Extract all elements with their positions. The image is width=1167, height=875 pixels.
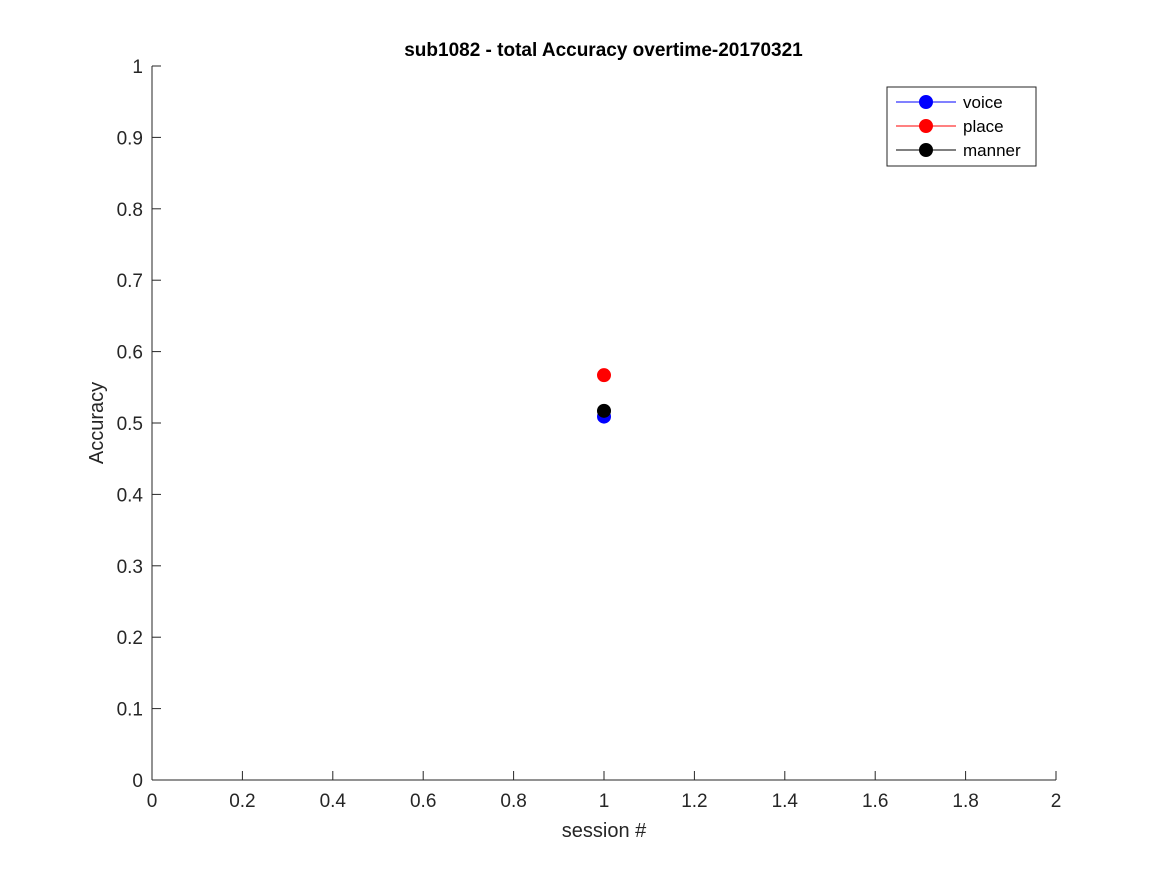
y-tick-label: 0: [132, 771, 143, 792]
x-tick-label: 0: [147, 791, 158, 812]
x-tick-label: 1.8: [952, 791, 978, 812]
x-tick-label: 0.6: [410, 791, 436, 812]
legend-marker-place: [919, 119, 933, 133]
y-ticks: 0 0.1 0.2 0.3 0.4 0.5 0.6 0.7 0.8 0.9 1: [117, 57, 161, 792]
legend-marker-manner: [919, 143, 933, 157]
x-tick-label: 1: [599, 791, 610, 812]
legend-label-manner: manner: [963, 141, 1021, 160]
y-tick-label: 0.8: [117, 200, 143, 221]
legend: voice place manner: [886, 86, 1037, 167]
legend-marker-voice: [919, 95, 933, 109]
y-tick-label: 0.5: [117, 414, 143, 435]
x-tick-label: 1.4: [772, 791, 799, 812]
y-tick-label: 1: [132, 57, 143, 78]
y-tick-label: 0.1: [117, 700, 143, 721]
y-tick-label: 0.9: [117, 128, 143, 149]
legend-label-place: place: [963, 117, 1004, 136]
data-point-place: [597, 368, 611, 383]
y-tick-label: 0.4: [117, 485, 144, 506]
chart-title: sub1082 - total Accuracy overtime-201703…: [404, 40, 803, 61]
y-tick-label: 0.7: [117, 271, 143, 292]
x-tick-label: 0.8: [500, 791, 526, 812]
y-tick-label: 0.3: [117, 557, 143, 578]
x-tick-label: 0.2: [229, 791, 255, 812]
y-axis-label: Accuracy: [86, 382, 108, 464]
data-points: [597, 368, 611, 424]
x-tick-label: 1.2: [681, 791, 707, 812]
x-axis-label: session #: [562, 820, 647, 842]
x-tick-label: 1.6: [862, 791, 888, 812]
data-point-manner: [597, 403, 611, 418]
y-tick-label: 0.6: [117, 343, 143, 364]
x-tick-label: 0.4: [320, 791, 347, 812]
x-tick-label: 2: [1051, 791, 1062, 812]
x-ticks: 0 0.2 0.4 0.6 0.8 1 1.2 1.4 1.6 1.8 2: [147, 771, 1062, 812]
legend-label-voice: voice: [963, 93, 1003, 112]
y-tick-label: 0.2: [117, 628, 143, 649]
